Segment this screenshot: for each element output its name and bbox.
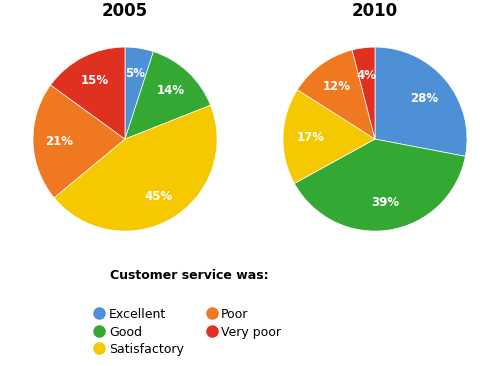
Text: Customer service was:: Customer service was: [110,269,268,282]
Wedge shape [125,47,154,139]
Wedge shape [283,90,375,183]
Title: 2010: 2010 [352,2,398,20]
Wedge shape [375,47,467,156]
Text: 4%: 4% [357,69,377,82]
Wedge shape [298,50,375,139]
Text: 39%: 39% [371,196,399,209]
Text: 45%: 45% [144,190,173,203]
Text: 14%: 14% [156,84,184,97]
Text: 12%: 12% [323,81,351,93]
Text: 5%: 5% [126,67,146,80]
Wedge shape [352,47,375,139]
Text: 28%: 28% [410,92,438,105]
Wedge shape [125,52,210,139]
Legend: Excellent, Good, Satisfactory, Poor, Very poor: Excellent, Good, Satisfactory, Poor, Ver… [96,308,281,356]
Wedge shape [54,105,217,231]
Text: 15%: 15% [81,74,109,87]
Wedge shape [33,85,125,198]
Wedge shape [294,139,466,231]
Text: 21%: 21% [45,135,73,147]
Wedge shape [50,47,125,139]
Text: 17%: 17% [296,131,324,143]
Title: 2005: 2005 [102,2,148,20]
